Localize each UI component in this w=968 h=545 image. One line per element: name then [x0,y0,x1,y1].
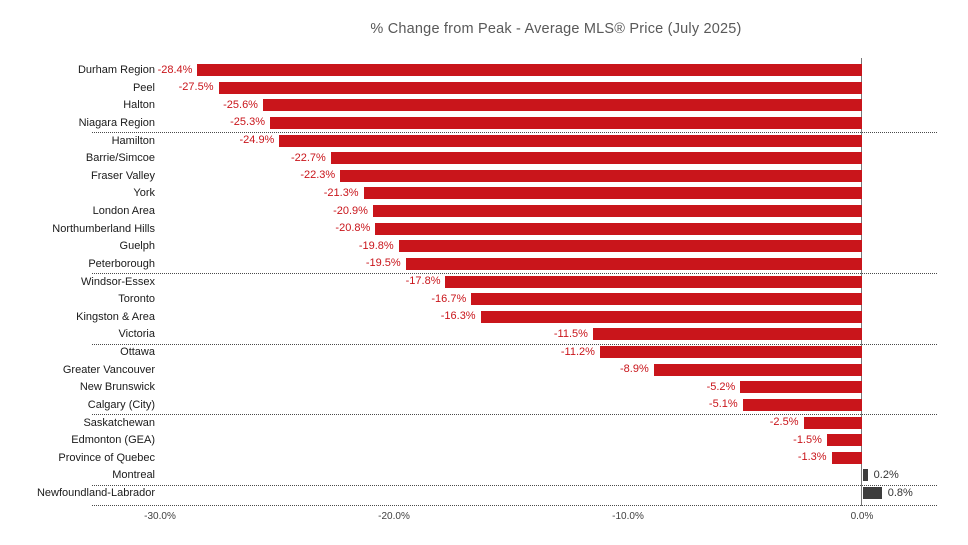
bar-value-label: -2.5% [769,416,799,428]
positive-bar [863,469,868,482]
category-label: Durham Region [77,64,155,76]
negative-bar [480,310,862,323]
x-axis-tick-label: -30.0% [144,511,176,522]
bar-value-label: -11.2% [560,345,595,358]
category-label: Peterborough [88,257,155,270]
bar-value-label: -1.3% [797,451,827,464]
category-label: Toronto [118,293,155,306]
negative-bar [742,398,862,411]
negative-bar [363,187,862,200]
negative-bar [405,257,862,270]
group-separator-line [92,132,937,134]
chart-title: % Change from Peak - Average MLS® Price … [370,21,742,37]
bar-value-label: -16.3% [440,310,476,323]
category-label: Fraser Valley [91,169,155,182]
category-label: Guelph [119,240,155,253]
category-label: Ottawa [120,346,155,358]
category-label: Newfoundland-Labrador [36,487,155,499]
negative-bar [826,434,862,447]
bar-value-label: -5.2% [706,380,736,393]
category-label: London Area [92,205,155,217]
positive-bar [863,487,882,499]
negative-bar [398,240,862,253]
x-axis-tick-label: 0.0% [850,511,874,522]
bar-value-label: -22.3% [300,169,336,182]
category-label: Northumberland Hills [52,222,155,235]
group-separator-line [92,484,937,486]
bar-value-label: -11.5% [553,327,588,340]
category-label: Province of Quebec [58,451,155,464]
category-label: Edmonton (GEA) [71,434,155,447]
bar-value-label: -27.5% [178,81,214,94]
negative-bar [262,99,862,112]
negative-bar [592,328,862,341]
x-axis-tick-label: -10.0% [612,511,644,522]
category-label: Kingston & Area [76,310,155,323]
negative-bar [803,416,862,429]
category-label: Windsor-Essex [81,275,155,288]
category-label: Halton [123,99,155,112]
category-label: Hamilton [111,134,155,147]
negative-bar [372,205,862,217]
bar-value-label: -19.8% [358,239,394,252]
bar-value-label: -19.5% [365,257,401,270]
bar-value-label: -5.1% [708,398,738,411]
negative-bar [279,134,862,147]
bar-value-label: -16.7% [431,292,467,305]
category-label: Calgary (City) [87,398,155,411]
bar-value-label: -21.3% [323,186,359,199]
category-label: New Brunswick [79,381,155,394]
group-separator-line [92,414,937,416]
x-axis-tick-label: -20.0% [378,511,410,522]
axis-baseline [92,505,937,506]
category-label: Peel [132,81,155,94]
category-label: Barrie/Simcoe [85,152,155,165]
bar-value-label: -8.9% [620,363,649,376]
category-label: Saskatchewan [83,416,155,429]
negative-bar [599,346,862,358]
bar-value-label: -1.5% [793,433,822,446]
negative-bar [330,152,862,165]
group-separator-line [92,343,937,345]
negative-bar [445,275,862,288]
negative-bar [375,222,862,235]
bar-value-label: -28.4% [157,63,193,76]
bar-value-label: 0.2% [873,468,899,481]
negative-bar [269,116,862,129]
bar-value-label: -17.8% [405,275,441,287]
negative-bar [340,169,862,182]
bar-value-label: -25.3% [230,116,265,129]
category-label: Greater Vancouver [62,363,155,376]
bar-value-label: -24.9% [239,134,275,146]
negative-bar [471,293,862,306]
bar-value-label: -22.7% [290,151,326,164]
category-label: Montreal [112,469,155,482]
group-separator-line [92,273,937,275]
negative-bar [218,81,862,94]
category-label: Victoria [118,328,155,341]
bar-value-label: -20.8% [335,222,371,235]
negative-bar [831,451,862,464]
bar-value-label: -25.6% [223,98,258,111]
category-label: Niagara Region [78,116,155,129]
negative-bar [740,381,862,394]
bar-value-label: 0.8% [887,486,913,499]
category-label: York [133,187,155,200]
negative-bar [653,363,862,376]
bar-value-label: -20.9% [333,204,368,217]
negative-bar [197,64,862,76]
